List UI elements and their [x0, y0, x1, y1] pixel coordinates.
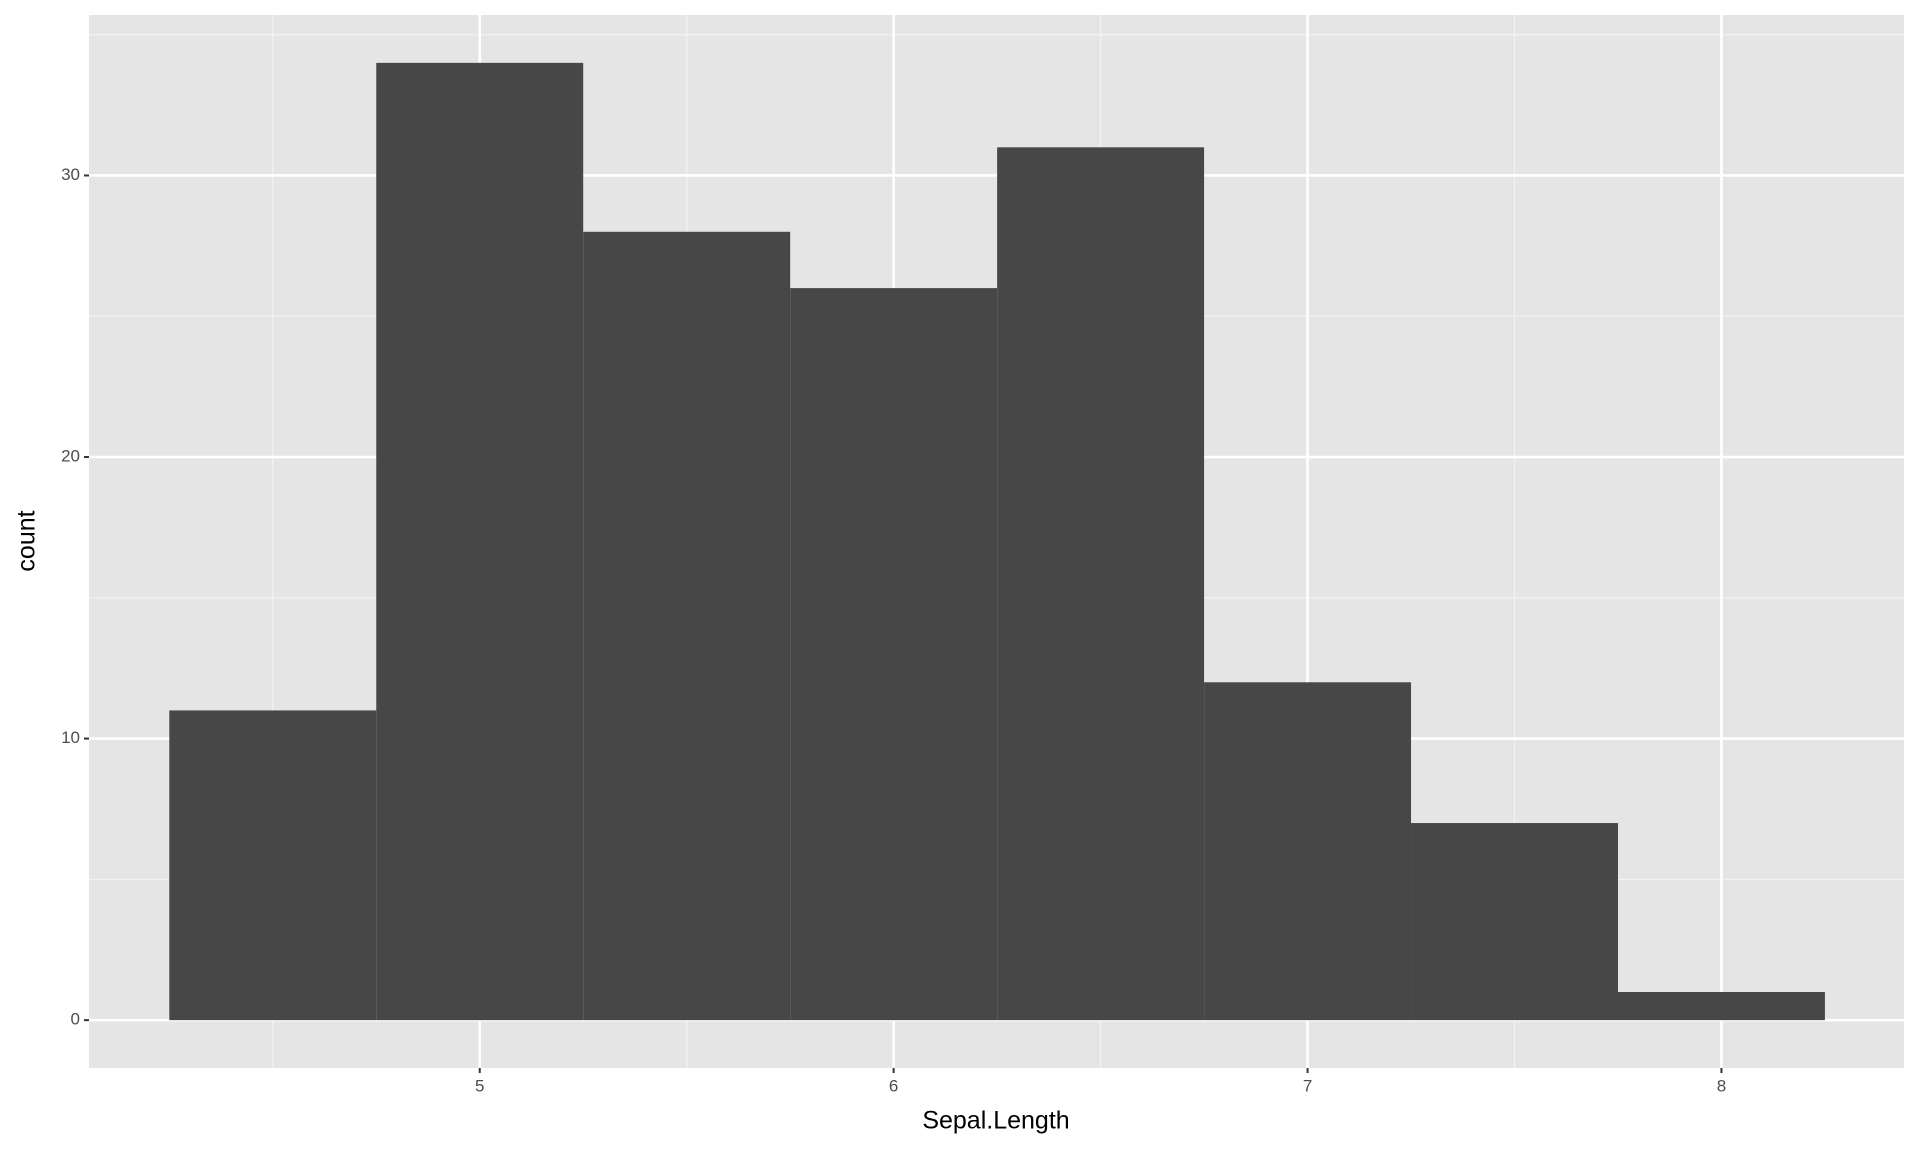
- y-axis-title: count: [13, 510, 41, 571]
- y-tick-label: 0: [71, 1010, 80, 1029]
- histogram-bar: [583, 231, 791, 1021]
- histogram-bar: [997, 147, 1205, 1021]
- histogram-bar: [1411, 823, 1618, 1021]
- y-tick-label: 20: [61, 447, 80, 466]
- x-tick-label: 5: [475, 1076, 484, 1095]
- x-tick-label: 7: [1303, 1076, 1312, 1095]
- histogram-bar: [376, 62, 584, 1021]
- histogram-bar: [1204, 682, 1412, 1021]
- x-axis-title: Sepal.Length: [922, 1107, 1069, 1135]
- y-tick-label: 10: [61, 728, 80, 747]
- histogram-bar: [169, 710, 377, 1021]
- x-tick-label: 6: [889, 1076, 898, 1095]
- y-tick-label: 30: [61, 165, 80, 184]
- x-tick-label: 8: [1717, 1076, 1726, 1095]
- histogram-bar: [790, 288, 998, 1021]
- histogram-bar: [1617, 991, 1825, 1021]
